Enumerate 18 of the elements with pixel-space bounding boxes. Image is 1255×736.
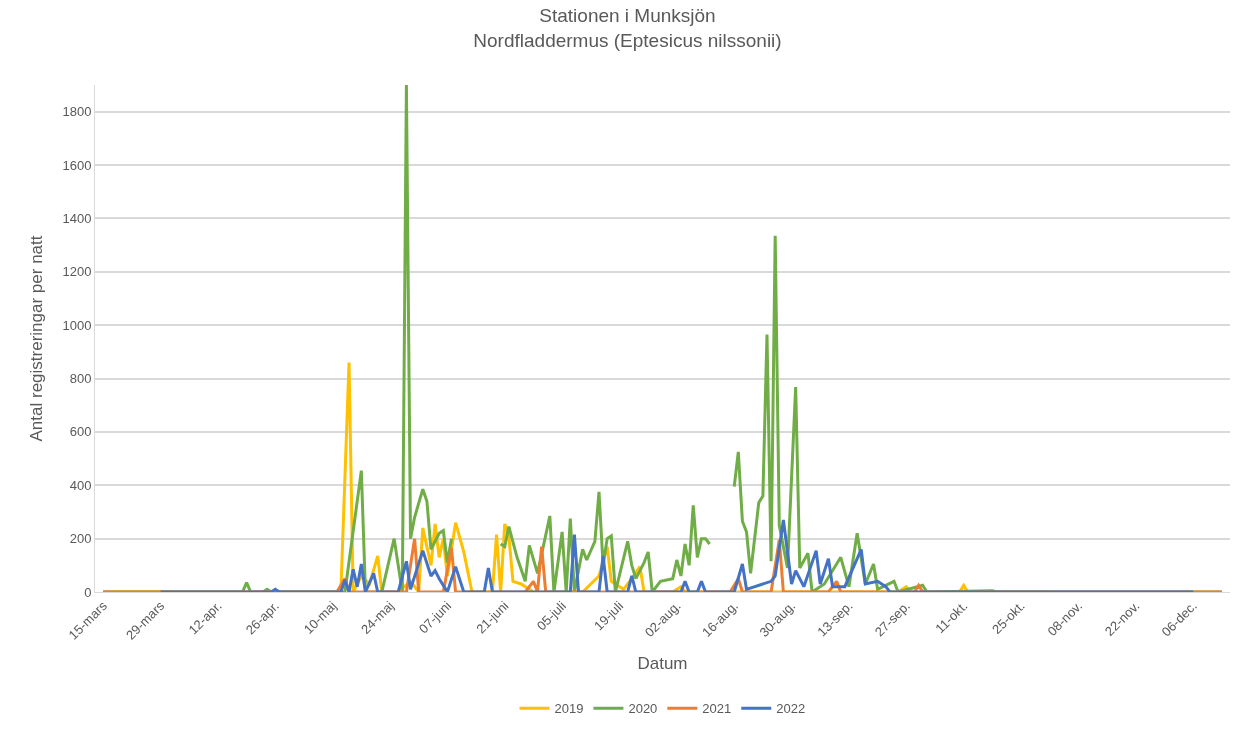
y-axis-title: Antal registreringar per natt [27,235,47,442]
y-tick-label: 1000 [62,317,92,333]
legend-label: 2019 [554,701,584,717]
y-tick-label: 1200 [62,264,92,280]
y-tick-label: 0 [84,584,92,600]
legend-label: 2020 [628,701,658,717]
y-tick-label: 200 [69,531,92,547]
line-series [159,518,1195,592]
legend-label: 2022 [776,701,806,717]
y-tick-label: 800 [69,371,92,387]
x-axis-title: Datum [637,653,688,673]
y-tick-label: 600 [69,424,92,440]
legend-label: 2021 [702,701,732,717]
y-tick-label: 1800 [62,104,92,120]
chart-title: Stationen i Munksjön Nordfladdermus (Eptesicus nilssonii) [473,5,782,51]
y-tick-label: 1400 [62,210,92,226]
y-tick-label: 400 [69,477,92,493]
y-tick-label: 1600 [62,157,92,173]
